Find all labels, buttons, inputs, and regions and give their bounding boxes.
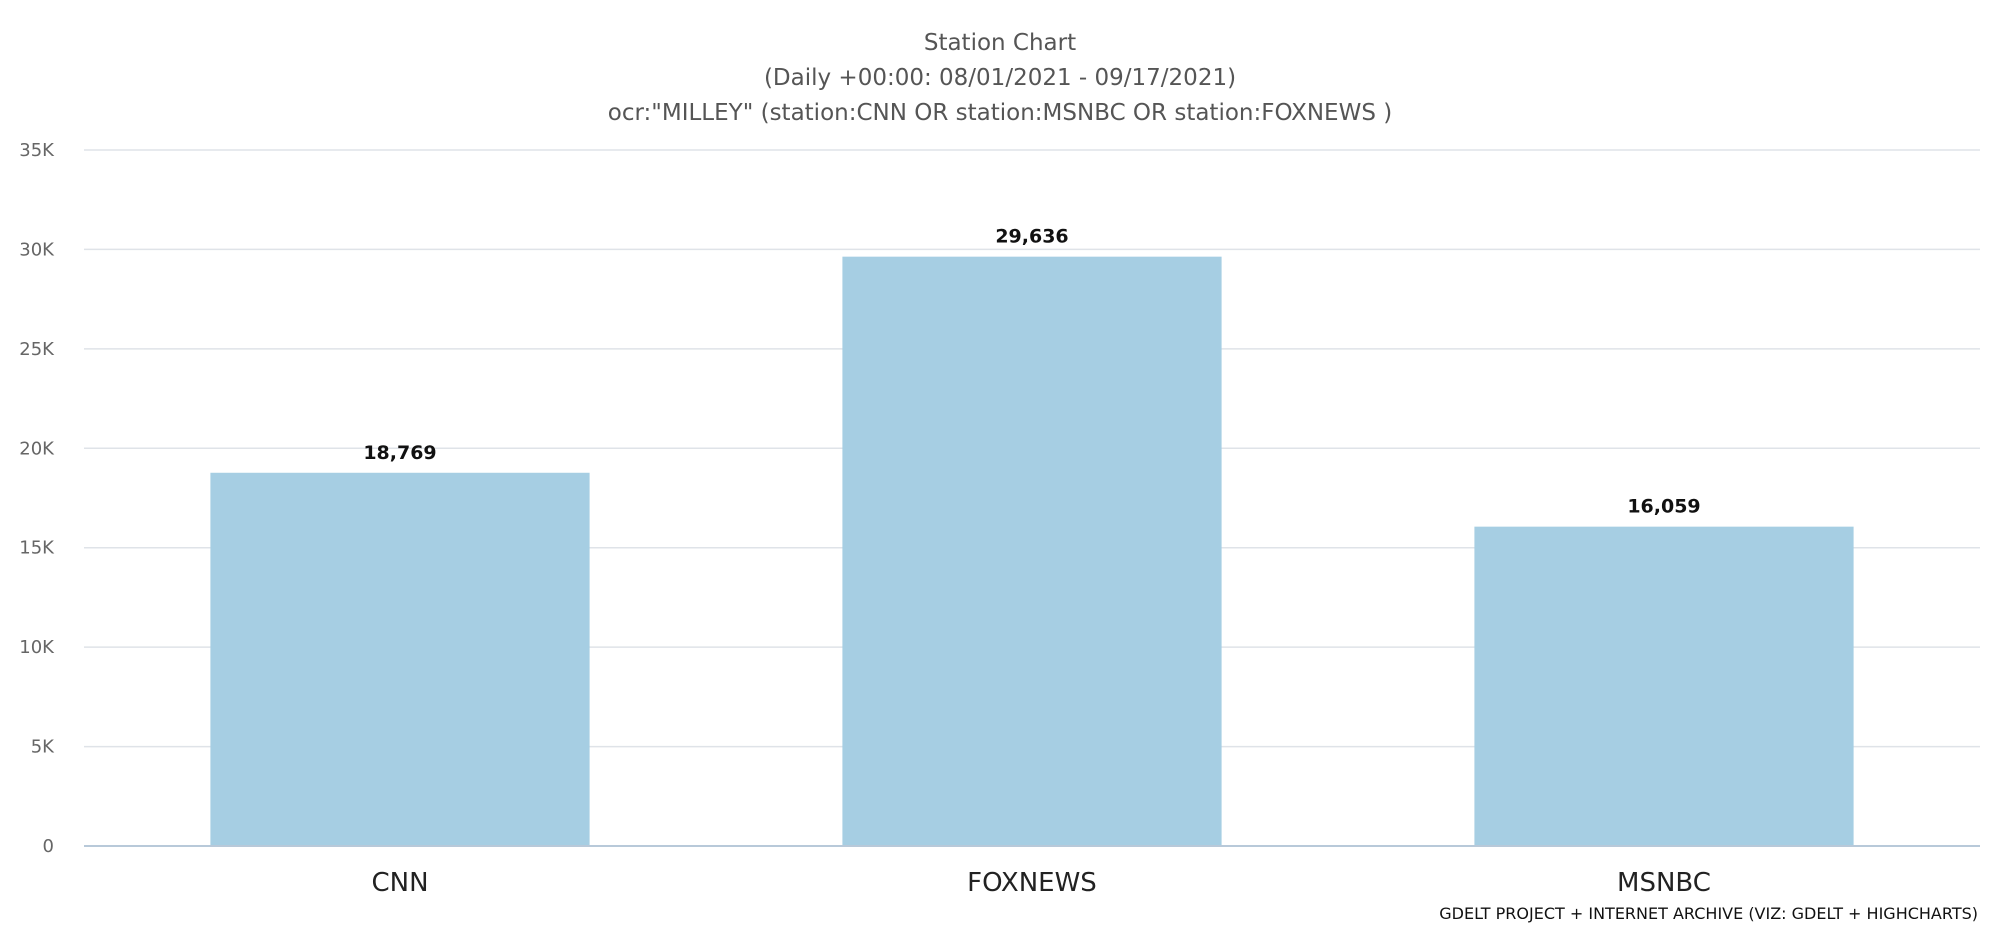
x-tick-label-cnn: CNN — [371, 868, 428, 898]
chart-subtitle-query: ocr:"MILLEY" (station:CNN OR station:MSN… — [608, 100, 1392, 126]
data-label-foxnews: 29,636 — [995, 226, 1068, 248]
x-axis-tick-labels: CNN FOXNEWS MSNBC — [371, 868, 1710, 898]
x-tick-label-msnbc: MSNBC — [1617, 868, 1711, 898]
chart-title-group: Station Chart (Daily +00:00: 08/01/2021 … — [608, 30, 1392, 126]
chart-subtitle-date-range: (Daily +00:00: 08/01/2021 - 09/17/2021) — [764, 65, 1236, 91]
data-label-cnn: 18,769 — [363, 442, 436, 464]
bars — [210, 256, 1854, 846]
data-label-msnbc: 16,059 — [1627, 496, 1700, 518]
y-tick-label: 10K — [19, 637, 55, 658]
chart-title: Station Chart — [924, 30, 1076, 56]
bar-foxnews[interactable] — [842, 256, 1222, 846]
bar-data-labels: 18,769 29,636 16,059 — [363, 226, 1700, 518]
y-tick-label: 30K — [19, 239, 55, 260]
y-axis-tick-labels: 0 5K 10K 15K 20K 25K 30K 35K — [19, 140, 55, 857]
y-tick-label: 35K — [19, 140, 55, 161]
x-tick-label-foxnews: FOXNEWS — [967, 868, 1097, 898]
bar-cnn[interactable] — [210, 472, 590, 846]
chart-credits: GDELT PROJECT + INTERNET ARCHIVE (VIZ: G… — [1439, 904, 1978, 923]
y-tick-label: 15K — [19, 538, 55, 559]
y-tick-label: 20K — [19, 438, 55, 459]
y-tick-label: 0 — [43, 836, 54, 857]
bar-msnbc[interactable] — [1474, 526, 1854, 846]
y-tick-label: 5K — [31, 737, 55, 758]
y-tick-label: 25K — [19, 339, 55, 360]
